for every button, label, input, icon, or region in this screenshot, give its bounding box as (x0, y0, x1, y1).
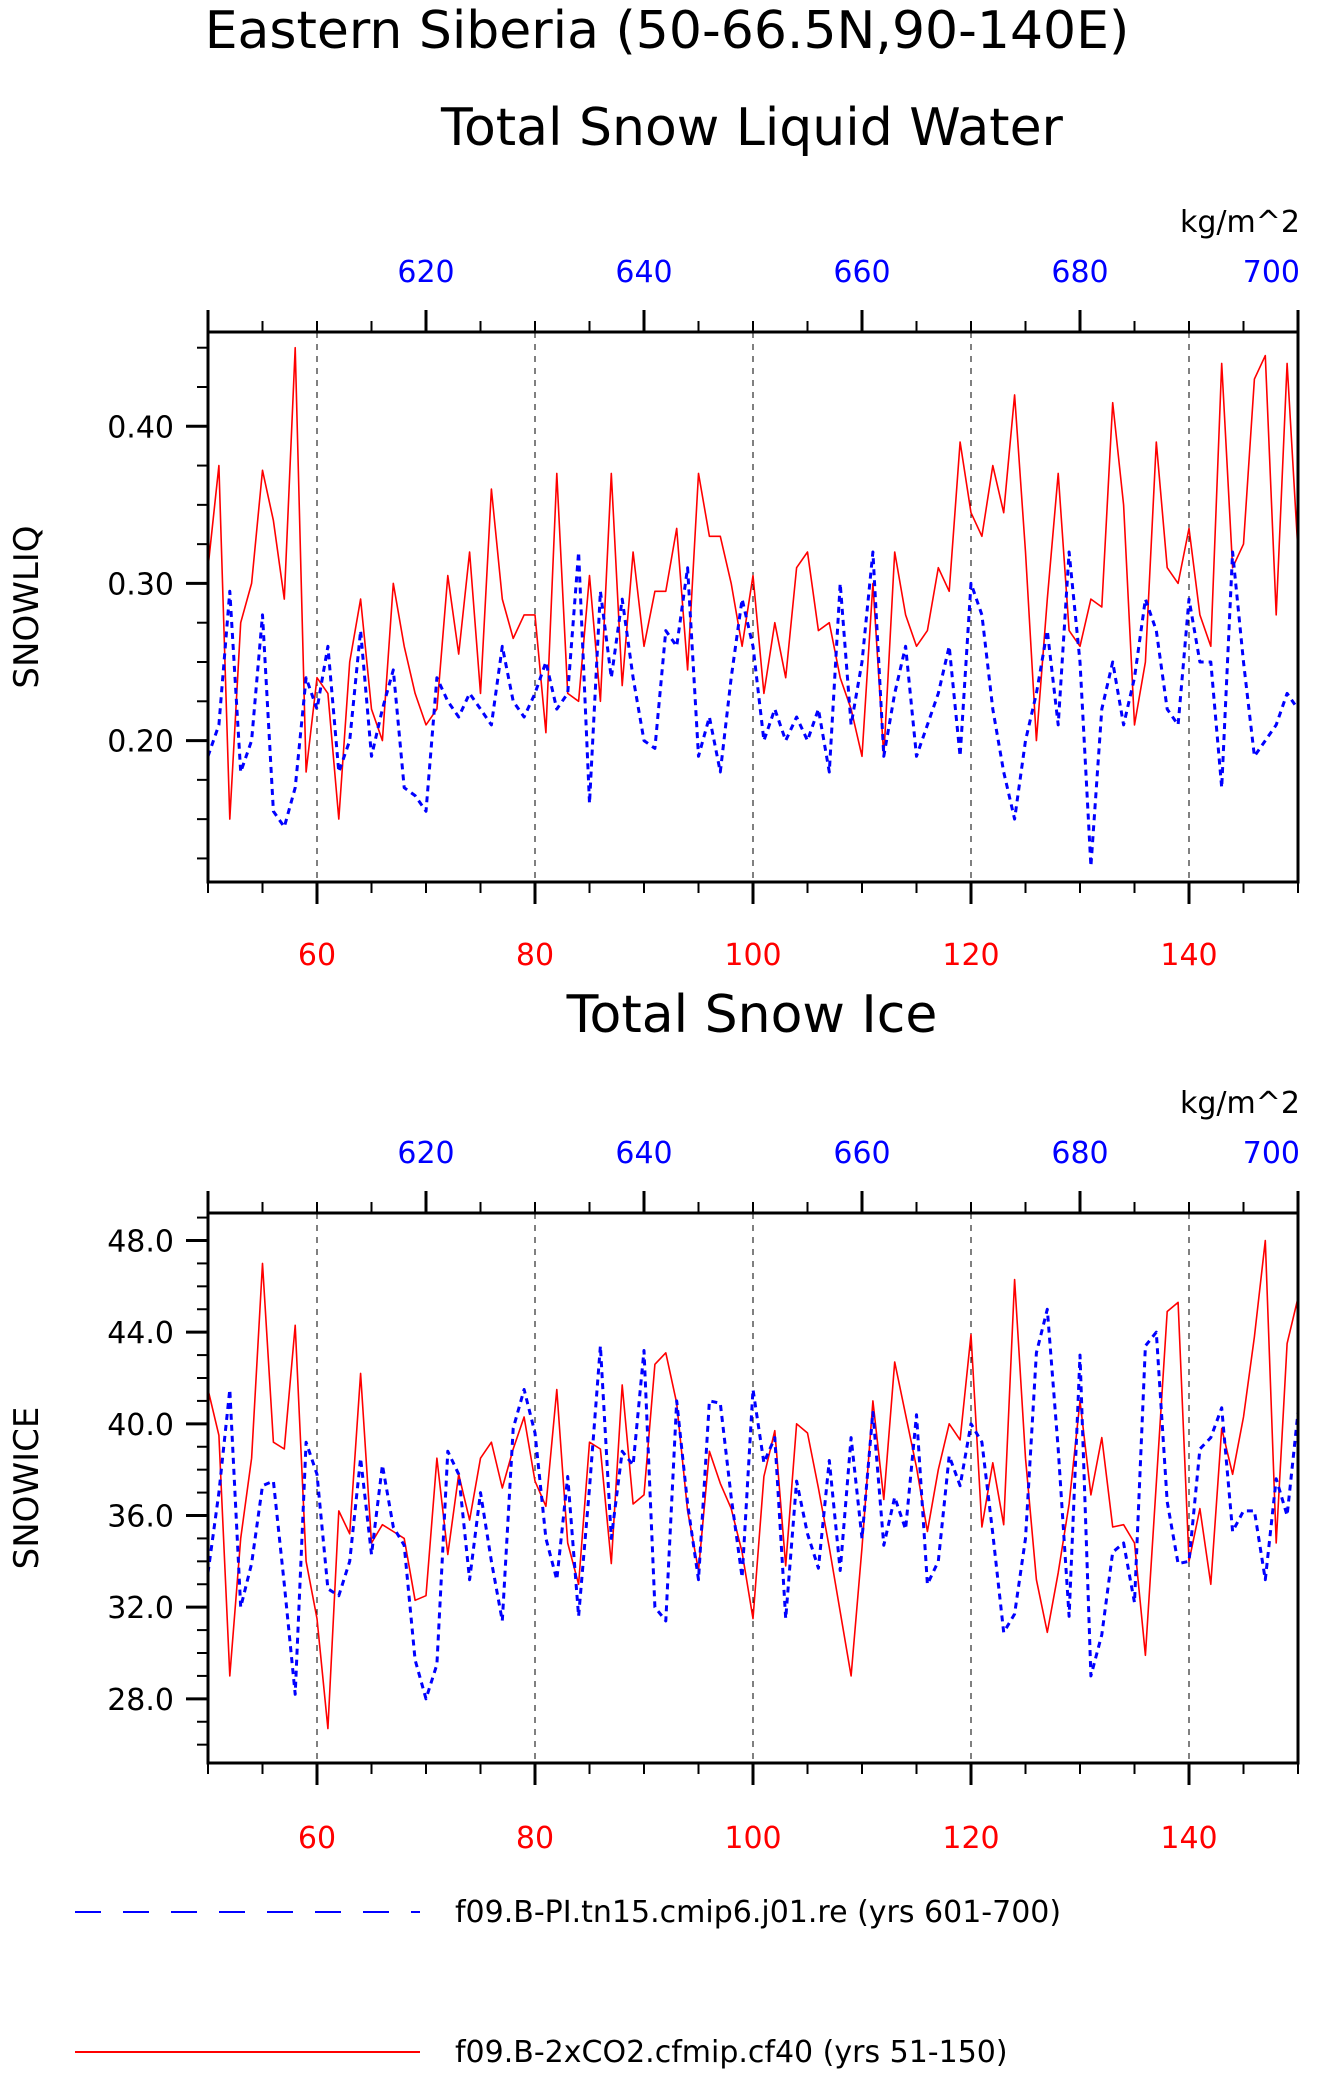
snowliq-panel: 60 80 100 120 140 620 640 660 680 700 kg/m^2 0.20 0.… (7, 205, 1300, 973)
y-tick-label: 28.0 (107, 1683, 174, 1718)
x-top-tick-label: 680 (1051, 255, 1108, 290)
top-units-label: kg/m^2 (1180, 1086, 1300, 1121)
plot-frame (206, 1211, 1300, 1765)
x-bottom-tick-label: 100 (724, 938, 781, 973)
x-bottom-tick-label: 120 (942, 1821, 999, 1856)
y-axis-label: SNOWICE (7, 1407, 47, 1570)
legend-label-blue: f09.B-PI.tn15.cmip6.j01.re (yrs 601-700) (455, 1895, 1061, 1930)
y-tick-label: 40.0 (107, 1408, 174, 1443)
snowice-panel: 60 80 100 120 140 620 640 660 680 700 kg/m^2 28.0 32… (7, 1086, 1300, 1856)
y-tick-label: 0.30 (107, 567, 174, 602)
series-line-blue (206, 550, 1300, 868)
x-top-tick-label: 640 (615, 1136, 672, 1171)
x-bottom-tick-label: 140 (1160, 1821, 1217, 1856)
x-bottom-tick-label: 100 (724, 1821, 781, 1856)
x-bottom-tick-label: 80 (516, 938, 554, 973)
x-bottom-tick-label: 80 (516, 1821, 554, 1856)
legend-label-red: f09.B-2xCO2.cfmip.cf40 (yrs 51-150) (455, 2035, 1008, 2070)
series-line-red (207, 346, 1299, 820)
x-top-tick-label: 700 (1243, 1136, 1300, 1171)
x-bottom-tick-label: 60 (298, 1821, 336, 1856)
x-bottom-tick-label: 120 (942, 938, 999, 973)
x-top-tick-label: 660 (833, 1136, 890, 1171)
y-tick-label: 44.0 (107, 1316, 174, 1351)
top-units-label: kg/m^2 (1180, 205, 1300, 240)
panel2-title: Total Snow Ice (566, 985, 938, 1045)
y-tick-label: 36.0 (107, 1500, 174, 1535)
x-top-tick-label: 660 (833, 255, 890, 290)
panel1-title: Total Snow Liquid Water (440, 98, 1064, 158)
legend: f09.B-PI.tn15.cmip6.j01.re (yrs 601-700)… (75, 1895, 1061, 2070)
main-title: Eastern Siberia (50-66.5N,90-140E) (205, 1, 1130, 61)
y-tick-label: 32.0 (107, 1591, 174, 1626)
x-top-tick-label: 620 (397, 255, 454, 290)
y-axis-label: SNOWLIQ (7, 525, 47, 688)
x-bottom-tick-label: 140 (1160, 938, 1217, 973)
x-top-tick-label: 700 (1243, 255, 1300, 290)
plot-frame (206, 330, 1300, 884)
x-top-tick-label: 620 (397, 1136, 454, 1171)
y-tick-label: 0.40 (107, 410, 174, 445)
series-line-red (207, 1239, 1299, 1730)
x-top-tick-label: 680 (1051, 1136, 1108, 1171)
x-top-tick-label: 640 (615, 255, 672, 290)
y-tick-label: 48.0 (107, 1225, 174, 1260)
y-tick-label: 0.20 (107, 725, 174, 760)
series-line-blue (206, 1307, 1300, 1701)
x-bottom-tick-label: 60 (298, 938, 336, 973)
